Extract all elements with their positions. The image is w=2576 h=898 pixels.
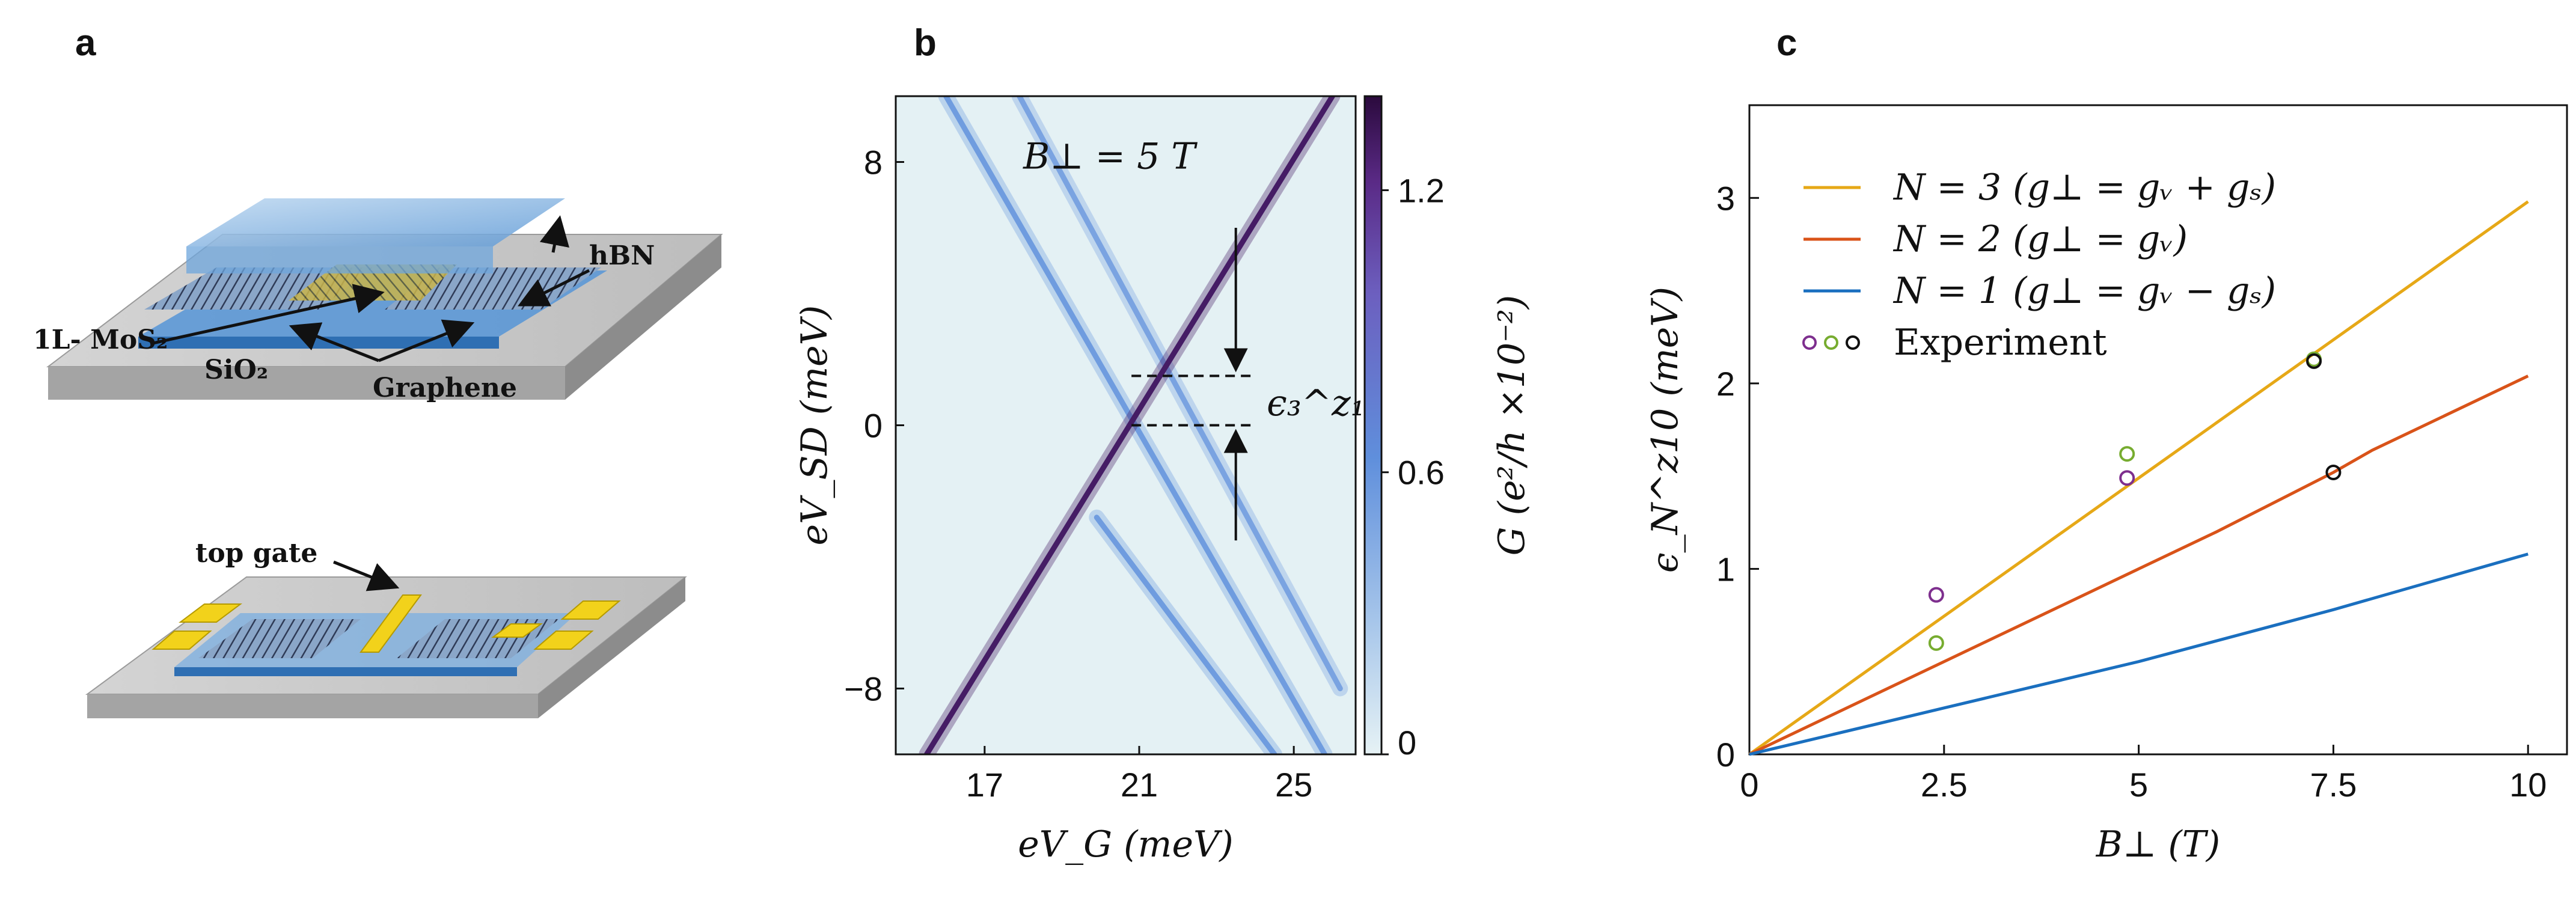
lc-y-tick-label-3: 3 [1716, 179, 1735, 217]
experiment-point-3 [2119, 446, 2135, 462]
lc-y-tick-label-0: 0 [1716, 736, 1735, 774]
legend-label-N3: N = 3 (g⊥ = gᵥ + gₛ) [1892, 166, 2276, 209]
sio2-slab-side [565, 234, 721, 400]
transition-line-2 [1017, 96, 1343, 691]
panel-label-a: a [75, 22, 96, 64]
heatmap-y-axis-label: eV_SD (meV) [794, 305, 836, 546]
legend-label-N2: N = 2 (g⊥ = gᵥ) [1892, 218, 2188, 260]
device-schematic-top: hBN 1L- MoS₂ SiO₂ Graphene [33, 198, 723, 403]
lc-x-tick-label-5: 5 [2129, 766, 2148, 804]
experiment-point-1 [1928, 587, 1944, 603]
graphene-arrow-2 [378, 319, 475, 362]
series-line-N1 [1749, 552, 2529, 756]
x-tick-label-21: 21 [1121, 766, 1158, 804]
legend-experiment-marker-1 [1802, 335, 1817, 350]
y-axis-label: ϵ_N^z10 (meV) [1644, 287, 1686, 573]
device-schematic-bottom: top gate [85, 538, 687, 718]
heatmap-plot: 17 21 25 8 0 −8 B⊥ = 5 T ϵ₃^z₁₀ eV_G (meV) eV… [794, 95, 1380, 866]
colorbar-gradient [1363, 95, 1383, 756]
x-tick-label-25: 25 [1275, 766, 1312, 804]
lc-x-tick-label-2.5: 2.5 [1921, 766, 1968, 804]
hbn-top-layer [186, 198, 565, 246]
legend-label-N1: N = 1 (g⊥ = gᵥ − gₛ) [1892, 270, 2276, 312]
transition-line-3 [923, 96, 1335, 754]
top-gate-electrode [359, 594, 422, 653]
x-axis-label: B⊥ (T) [2096, 823, 2220, 866]
panel-label-c: c [1776, 22, 1797, 64]
colorbar-tick-label-0: 0 [1398, 724, 1416, 762]
sio2-slab2-front [87, 694, 538, 718]
lc-x-tick-label-7.5: 7.5 [2310, 766, 2357, 804]
series-line-N2 [1748, 374, 2529, 756]
legend-label-experiment: Experiment [1894, 322, 2107, 364]
experiment-point-7 [2325, 464, 2342, 480]
contacts [151, 600, 621, 650]
label-graphene: Graphene [373, 373, 517, 403]
label-sio2: SiO₂ [204, 355, 268, 385]
hbn-arrow-2 [518, 269, 590, 307]
heatmap-background [895, 95, 1357, 756]
label-top-gate: top gate [195, 538, 317, 569]
colorbar-label: G (e²/h ×10⁻²) [1491, 295, 1533, 556]
hbn-top-front [186, 246, 493, 273]
series-line-N3 [1748, 200, 2529, 756]
lc-x-tick-label-0: 0 [1740, 766, 1758, 804]
hbn-arrow-1 [539, 215, 569, 253]
label-hbn: hBN [589, 240, 655, 271]
y-tick-label-0: 0 [864, 407, 883, 445]
experiment-point-2 [1928, 635, 1944, 651]
plot-frame [1748, 104, 2568, 756]
colorbar-tick-label-1.2: 1.2 [1398, 171, 1445, 209]
x-tick-label-17: 17 [966, 766, 1003, 804]
line-chart: 0 2.5 5 7.5 10 0 1 2 3 N = 3 (g⊥ = gᵥ + gₛ) N = 2… [1644, 104, 2568, 866]
stack-edge [174, 667, 517, 676]
experiment-point-4 [2119, 470, 2135, 486]
legend-experiment-marker-2 [1824, 335, 1838, 350]
y-tick-label--8: −8 [844, 670, 883, 708]
colorbar-tick-label-0.6: 0.6 [1398, 454, 1445, 492]
sio2-slab2-side [538, 577, 685, 718]
gap-label: ϵ₃^z₁₀ [1267, 382, 1380, 424]
sio2-slab-front [48, 367, 565, 400]
mos2-arrow [150, 284, 385, 346]
lc-y-tick-label-2: 2 [1716, 365, 1735, 403]
top-gate-arrow [333, 560, 400, 591]
stack-graphene-left [198, 619, 361, 658]
heatmap-x-axis-label: eV_G (meV) [1018, 823, 1233, 866]
y-tick-label-8: 8 [864, 144, 883, 182]
label-mos2: 1L- MoS₂ [33, 325, 168, 355]
transition-line-4 [1094, 515, 1277, 754]
experiment-point-6 [2306, 353, 2322, 369]
panel-label-b: b [914, 22, 937, 64]
colorbar: 1.2 0.6 0 G (e²/h ×10⁻²) [1363, 95, 1533, 762]
legend-experiment-marker-3 [1846, 335, 1860, 350]
lc-y-tick-label-1: 1 [1716, 550, 1735, 588]
field-annotation: B⊥ = 5 T [1023, 135, 1198, 177]
lc-x-tick-label-10: 10 [2509, 766, 2547, 804]
graphene-arrow-1 [289, 322, 379, 362]
